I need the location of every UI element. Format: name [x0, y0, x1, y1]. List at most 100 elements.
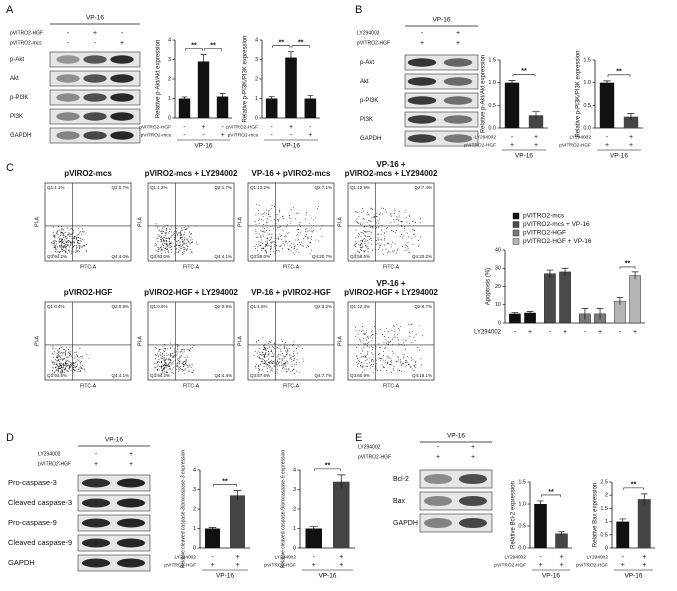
- flow-dot: [364, 333, 366, 335]
- flow-dot: [362, 240, 363, 242]
- flow-dot: [170, 236, 172, 238]
- flow-dot: [159, 235, 160, 237]
- flow-dot: [178, 239, 180, 241]
- flow-dot: [365, 365, 367, 367]
- flow-dot: [292, 343, 294, 345]
- y-tick-label: 1: [193, 526, 196, 532]
- flow-dot: [184, 229, 186, 230]
- flow-dot: [304, 218, 306, 220]
- flow-dot: [263, 360, 265, 362]
- flow-dot: [288, 241, 290, 243]
- flow-dot: [182, 236, 184, 238]
- flow-dot: [63, 237, 65, 239]
- blot-band: [83, 93, 107, 102]
- flow-dot: [158, 348, 160, 350]
- flow-dot: [160, 230, 162, 232]
- flow-dot: [271, 241, 273, 243]
- flow-dot: [262, 219, 264, 221]
- flow-dot: [189, 243, 191, 245]
- flow-dot: [56, 353, 58, 354]
- flow-dot: [361, 211, 363, 213]
- flow-frame: [347, 182, 435, 262]
- flow-dot: [372, 347, 374, 349]
- flow-dot: [76, 247, 78, 249]
- flow-dot: [54, 245, 56, 246]
- flow-dot: [413, 365, 415, 367]
- legend-swatch: [512, 212, 520, 220]
- flow-dot: [362, 340, 364, 342]
- flow-dot: [161, 252, 163, 254]
- flow-dot: [60, 353, 61, 354]
- flow-dot: [161, 249, 163, 251]
- y-tick-label: 20: [495, 284, 501, 290]
- flow-dot: [300, 226, 302, 227]
- flow-dot: [179, 358, 181, 360]
- y-tick-label: 3: [168, 57, 171, 63]
- flow-dot: [255, 342, 257, 344]
- flow-dot: [274, 360, 276, 362]
- condition-value: +: [621, 562, 625, 569]
- flow-dot: [64, 246, 66, 248]
- flow-dot: [74, 352, 76, 354]
- flow-dot: [377, 233, 379, 235]
- flow-dot: [176, 248, 178, 250]
- flow-dot: [294, 358, 296, 360]
- flow-dot: [164, 348, 166, 349]
- flow-dot: [364, 235, 366, 236]
- condition-value: -: [121, 30, 124, 37]
- flow-dot: [397, 218, 399, 220]
- flow-dot: [189, 231, 190, 233]
- flow-dot: [365, 360, 367, 362]
- flow-dot: [403, 227, 405, 229]
- flow-dot: [81, 238, 83, 240]
- flow-dot: [378, 247, 380, 249]
- flow-dot: [159, 231, 161, 233]
- flow-dot: [52, 348, 54, 350]
- flow-dot: [397, 357, 399, 359]
- flow-dot: [405, 217, 407, 219]
- flow-dot: [289, 249, 291, 251]
- flow-dot: [278, 365, 280, 367]
- flow-dot: [267, 211, 269, 213]
- flow-dot: [158, 359, 160, 361]
- flow-dot: [363, 226, 365, 228]
- flow-dot: [391, 350, 393, 352]
- flow-dot: [376, 240, 377, 242]
- flow-dot: [64, 362, 66, 364]
- flow-dot: [185, 228, 187, 230]
- flow-dot: [374, 216, 376, 218]
- flow-dot: [176, 235, 178, 237]
- flow-dot: [162, 369, 164, 371]
- flow-dot: [284, 236, 285, 238]
- flow-dot: [158, 356, 159, 358]
- flow-dot: [277, 238, 279, 240]
- flow-dot: [57, 365, 59, 367]
- flow-dot: [184, 369, 186, 371]
- flow-dot: [159, 353, 161, 355]
- flow-dot: [168, 244, 170, 246]
- flow-dot: [174, 356, 176, 358]
- flow-dot: [191, 346, 193, 348]
- flow-dot: [254, 245, 256, 247]
- flow-dot: [363, 337, 365, 339]
- flow-dot: [380, 347, 382, 349]
- flow-dot: [371, 364, 373, 366]
- flow-dot: [182, 242, 184, 244]
- flow-dot: [364, 218, 366, 220]
- flow-dot: [407, 232, 408, 234]
- flow-dot: [366, 358, 368, 360]
- flow-dot: [384, 209, 386, 211]
- flow-dot: [65, 361, 66, 363]
- flow-dot: [153, 363, 155, 365]
- flow-dot: [187, 239, 189, 241]
- flow-dot: [363, 343, 365, 345]
- flow-dot: [61, 346, 63, 348]
- flow-dot: [170, 242, 172, 244]
- flow-dot: [273, 241, 275, 243]
- flow-dot: [371, 240, 373, 242]
- flow-dot: [166, 365, 168, 367]
- flow-dot: [267, 354, 269, 356]
- flow-dot: [73, 232, 75, 234]
- flow-dot: [162, 371, 164, 373]
- flow-dot: [165, 233, 167, 235]
